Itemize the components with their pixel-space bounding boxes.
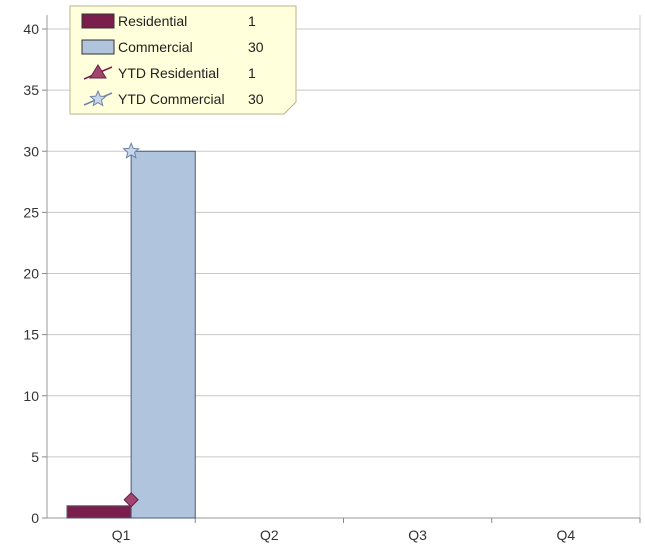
legend-label: YTD Residential bbox=[118, 65, 219, 81]
x-tick-labels: Q1 Q2 Q3 Q4 bbox=[112, 527, 576, 543]
y-tick-label: 5 bbox=[31, 449, 39, 465]
bar-commercial-q1 bbox=[130, 150, 196, 519]
x-tick-label: Q4 bbox=[557, 527, 576, 543]
legend: Residential 1 Commercial 30 YTD Residential 1… bbox=[69, 5, 297, 115]
legend-marker-ytd-residential bbox=[89, 64, 107, 79]
legend-label: Commercial bbox=[118, 39, 193, 55]
legend-box bbox=[69, 5, 297, 115]
bars bbox=[66, 150, 196, 519]
marker-ytd-residential-q1 bbox=[123, 492, 139, 508]
x-tick-label: Q1 bbox=[112, 527, 131, 543]
y-tick-label: 20 bbox=[23, 266, 39, 282]
legend-value: 30 bbox=[248, 39, 264, 55]
y-tick-label: 0 bbox=[31, 510, 39, 526]
legend-marker-ytd-commercial bbox=[89, 89, 107, 107]
legend-swatch-commercial bbox=[81, 39, 115, 55]
legend-value: 30 bbox=[248, 91, 264, 107]
y-tick-label: 35 bbox=[23, 82, 39, 98]
marker-ytd-commercial-q1 bbox=[122, 141, 140, 159]
legend-label: YTD Commercial bbox=[118, 91, 225, 107]
bar-residential-q1 bbox=[66, 505, 132, 519]
legend-swatch-residential bbox=[81, 13, 115, 29]
y-tick-label: 25 bbox=[23, 204, 39, 220]
y-tick-labels: 0 5 10 15 20 25 30 35 40 bbox=[23, 21, 39, 526]
y-tick-label: 15 bbox=[23, 327, 39, 343]
y-tick-label: 40 bbox=[23, 21, 39, 37]
axes bbox=[42, 15, 641, 523]
x-tick-label: Q2 bbox=[260, 527, 279, 543]
legend-value: 1 bbox=[248, 65, 256, 81]
y-tick-label: 10 bbox=[23, 388, 39, 404]
legend-label: Residential bbox=[118, 13, 187, 29]
y-tick-label: 30 bbox=[23, 143, 39, 159]
line-markers bbox=[122, 141, 140, 508]
legend-value: 1 bbox=[248, 13, 256, 29]
x-tick-label: Q3 bbox=[408, 527, 427, 543]
